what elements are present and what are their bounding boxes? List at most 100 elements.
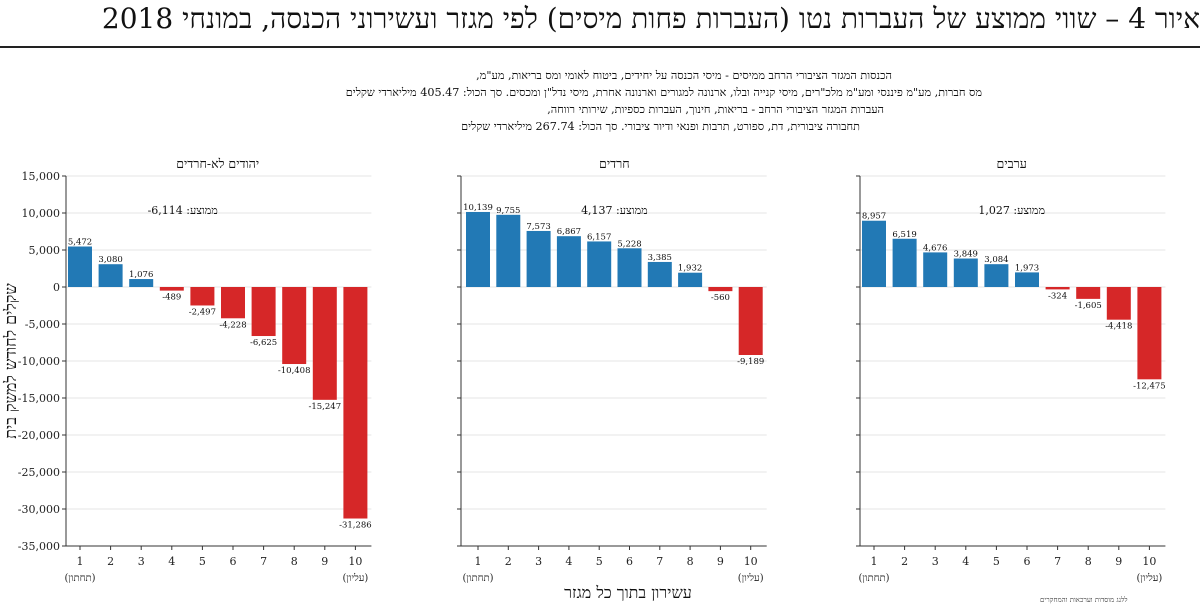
bar <box>251 287 276 337</box>
x-tick-label: 8 <box>291 555 298 568</box>
x-tick-label: 6 <box>230 555 237 568</box>
bar-data-label: 5,228 <box>617 239 641 249</box>
y-tick-label: 15,000 <box>22 170 61 183</box>
y-tick-label: -30,000 <box>18 503 60 516</box>
bar <box>496 214 521 287</box>
x-note-bottom-decile: (תחתון) <box>858 573 889 584</box>
bar-data-label: 6,519 <box>892 230 916 240</box>
x-tick-label: 2 <box>107 555 114 568</box>
bar <box>678 272 703 287</box>
bar <box>862 220 886 287</box>
x-tick-label: 2 <box>505 555 512 568</box>
note-line-2: מס חברות, מע"מ פיננסי ומע"מ מלכ"רים, מיס… <box>345 86 982 99</box>
note-line-3: העברות המגזר הציבורי הרחב - בריאות, חינו… <box>547 103 884 116</box>
bar <box>1137 287 1162 380</box>
bar <box>617 248 642 287</box>
bar <box>159 287 184 291</box>
x-tick-label: 4 <box>565 555 572 568</box>
bar-data-label: 10,139 <box>463 203 493 213</box>
bar-data-label: -489 <box>162 293 181 303</box>
bar <box>1045 287 1070 290</box>
bar <box>98 264 123 287</box>
bar <box>1076 287 1101 299</box>
x-note-top-decile: (עליון) <box>1136 572 1162 584</box>
x-note-bottom-decile: (תחתון) <box>64 573 95 584</box>
bar-data-label: 3,385 <box>648 253 672 263</box>
bar-data-label: -4,228 <box>219 320 246 330</box>
bar <box>708 287 733 292</box>
x-tick-label: 3 <box>535 555 542 568</box>
bar-data-label: -31,286 <box>339 521 372 531</box>
bar-data-label: 5,472 <box>68 238 92 248</box>
panel-mean-label: ממוצע: 1,027 <box>978 204 1045 217</box>
bar-data-label: 4,676 <box>923 243 947 253</box>
bar-data-label: 3,849 <box>954 250 978 260</box>
bar-data-label: -10,408 <box>278 366 311 376</box>
bar-data-label: -6,625 <box>250 338 277 348</box>
bar <box>1015 272 1039 287</box>
x-tick-label: 4 <box>962 555 969 568</box>
bar-data-label: 1,076 <box>129 270 153 280</box>
bar-data-label: 6,867 <box>557 227 581 237</box>
x-tick-label: 10 <box>1142 555 1156 568</box>
panel-title: חרדים <box>599 156 630 171</box>
chart-title: איור 4 – שווי ממוצע של העברות נטו (העברו… <box>101 2 1200 35</box>
x-tick-label: 1 <box>871 555 878 568</box>
x-tick-label: 5 <box>993 555 1000 568</box>
bar <box>984 264 1009 287</box>
x-tick-label: 2 <box>901 555 908 568</box>
x-tick-label: 6 <box>1024 555 1031 568</box>
x-tick-label: 5 <box>596 555 603 568</box>
bar <box>738 287 763 355</box>
bar-data-label: -9,189 <box>737 357 764 367</box>
y-tick-label: -20,000 <box>18 429 60 442</box>
x-tick-label: 7 <box>1054 555 1061 568</box>
bar <box>221 287 245 319</box>
note-line-1: הכנסות המגזר הציבורי הרחב ממיסים - מיסי … <box>476 69 892 82</box>
bar <box>312 287 337 400</box>
x-tick-label: 1 <box>475 555 482 568</box>
y-tick-label: -15,000 <box>18 392 60 405</box>
bar-data-label: -324 <box>1048 291 1067 301</box>
panel-mean-label: ממוצע: ‎-6,114 <box>148 204 218 217</box>
y-tick-label: 5,000 <box>29 244 61 257</box>
x-tick-label: 3 <box>138 555 145 568</box>
x-tick-label: 9 <box>321 555 328 568</box>
y-tick-label: -35,000 <box>18 540 60 553</box>
panel-title: יהודים לא-חרדים <box>176 156 259 171</box>
bar <box>343 287 368 519</box>
panel-title: ערבים <box>997 156 1027 171</box>
title-divider <box>0 46 1200 48</box>
bar-data-label: -560 <box>711 293 730 303</box>
x-tick-label: 7 <box>260 555 267 568</box>
x-tick-label: 10 <box>744 555 758 568</box>
bar <box>556 236 581 287</box>
bar <box>190 287 215 306</box>
x-tick-label: 7 <box>656 555 663 568</box>
bar-data-label: -2,497 <box>189 307 216 317</box>
bar <box>953 258 978 287</box>
note-line-4: תחבורה ציבורית, דת, ספורט, תרבות ופנאי ו… <box>461 120 860 133</box>
bar-data-label: 1,932 <box>678 264 702 274</box>
bar <box>1106 287 1131 320</box>
x-note-top-decile: (עליון) <box>342 572 368 584</box>
bar <box>647 261 672 287</box>
bar-data-label: 3,084 <box>984 255 1008 265</box>
bar-data-label: 7,573 <box>526 222 550 232</box>
bar <box>892 238 917 287</box>
x-tick-label: 9 <box>717 555 724 568</box>
footer-text: ללנג מוסדות וערכאות והמחקרים <box>1040 596 1128 604</box>
x-note-top-decile: (עליון) <box>738 572 764 584</box>
x-tick-label: 9 <box>1115 555 1122 568</box>
x-tick-label: 5 <box>199 555 206 568</box>
bar-data-label: -15,247 <box>308 402 341 412</box>
x-tick-label: 1 <box>77 555 84 568</box>
bar-data-label: -1,605 <box>1075 301 1102 311</box>
bar <box>587 241 612 287</box>
bar-data-label: 8,957 <box>862 212 886 222</box>
bar-data-label: -12,475 <box>1133 381 1166 391</box>
x-tick-label: 10 <box>348 555 362 568</box>
x-tick-label: 6 <box>626 555 633 568</box>
bar <box>129 279 154 287</box>
